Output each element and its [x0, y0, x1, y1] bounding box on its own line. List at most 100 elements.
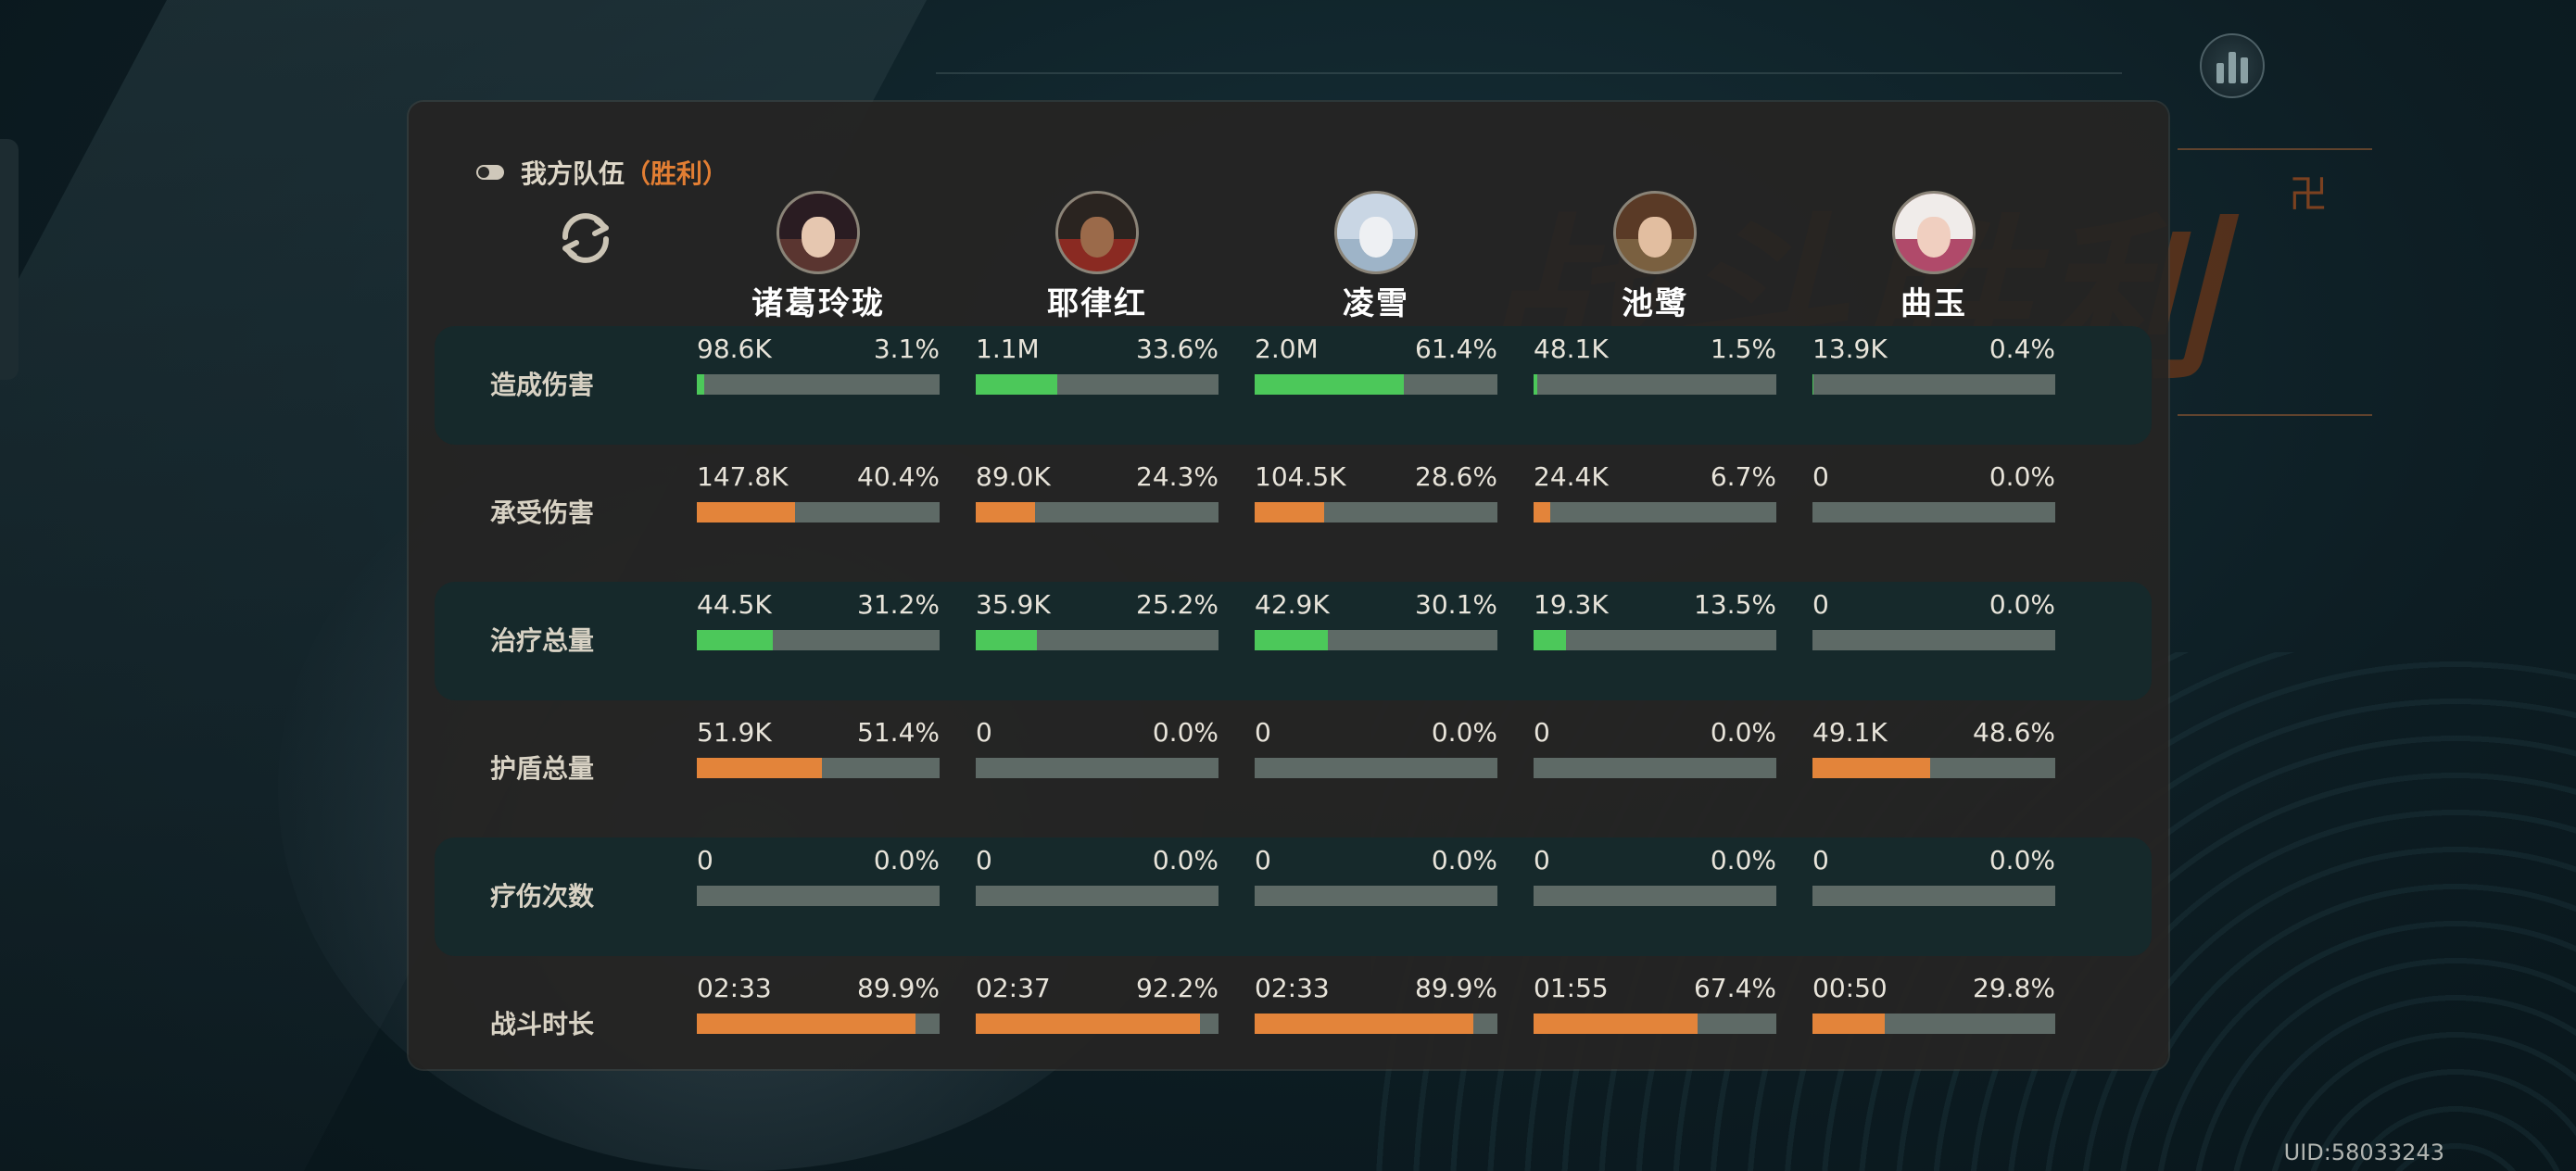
stat-cell: 42.9K 30.1%	[1255, 582, 1497, 700]
stat-bar	[976, 886, 1219, 906]
stat-percent: 31.2%	[857, 589, 940, 620]
stat-bar-fill	[1812, 758, 1931, 778]
stat-row-label: 治疗总量	[490, 625, 595, 656]
stat-percent: 89.9%	[857, 973, 940, 1003]
statistics-button[interactable]	[2200, 33, 2265, 98]
stat-percent: 61.4%	[1415, 334, 1497, 364]
stat-bar	[976, 502, 1219, 523]
hero-avatar[interactable]	[1613, 191, 1697, 274]
stat-cell: 0 0.0%	[1812, 454, 2055, 573]
stat-bar-fill	[697, 630, 773, 650]
stat-bar	[1255, 374, 1497, 395]
stat-bar-fill	[1534, 1014, 1698, 1034]
stat-row: 承受伤害 147.8K 40.4% 89.0K 24.3% 104.5K 28.6% 24.4…	[435, 454, 2152, 573]
stat-value: 2.0M	[1255, 334, 1319, 364]
side-drawer-tab[interactable]	[0, 139, 19, 380]
stat-percent: 0.0%	[1710, 845, 1776, 875]
stat-percent: 0.0%	[1710, 717, 1776, 748]
stat-bar-fill	[697, 374, 705, 395]
stat-value: 0	[1812, 589, 1829, 620]
stat-percent: 40.4%	[857, 461, 940, 492]
stat-value: 104.5K	[1255, 461, 1346, 492]
stat-bar-fill	[1534, 374, 1537, 395]
stat-bar	[1534, 630, 1776, 650]
hero-column-3[interactable]: 凌雪	[1256, 191, 1496, 323]
stat-cell: 0 0.0%	[976, 837, 1219, 956]
stat-value: 13.9K	[1812, 334, 1888, 364]
stat-percent: 48.6%	[1973, 717, 2055, 748]
team-toggle-icon[interactable]	[476, 165, 504, 180]
hero-avatar[interactable]	[1892, 191, 1976, 274]
stat-bar	[1812, 374, 2055, 395]
stat-cell: 49.1K 48.6%	[1812, 710, 2055, 828]
stat-bar-fill	[1534, 502, 1550, 523]
hero-name: 池鹭	[1622, 285, 1688, 322]
avatar-face	[1637, 217, 1673, 258]
stat-value: 0	[1255, 717, 1271, 748]
stat-bar	[976, 1014, 1219, 1034]
stat-cell: 0 0.0%	[1812, 582, 2055, 700]
stat-row: 护盾总量 51.9K 51.4% 0 0.0% 0 0.0% 0 0.0% 49.1K 48.6%	[435, 710, 2152, 828]
stat-row: 战斗时长 02:33 89.9% 02:37 92.2% 02:33 89.9% 01:55 6…	[435, 965, 2152, 1084]
hero-column-4[interactable]: 池鹭	[1534, 191, 1775, 323]
stat-bar	[1255, 502, 1497, 523]
hero-column-2[interactable]: 耶律红	[977, 191, 1218, 323]
stat-row: 造成伤害 98.6K 3.1% 1.1M 33.6% 2.0M 61.4% 48.1K 1.5%…	[435, 326, 2152, 445]
stat-bar	[697, 502, 940, 523]
stat-bar	[697, 1014, 940, 1034]
stat-value: 02:33	[697, 973, 772, 1003]
stat-row: 疗伤次数 0 0.0% 0 0.0% 0 0.0% 0 0.0% 0 0.0%	[435, 837, 2152, 956]
stat-value: 19.3K	[1534, 589, 1609, 620]
stat-value: 147.8K	[697, 461, 789, 492]
hero-avatar[interactable]	[1334, 191, 1418, 274]
stat-percent: 3.1%	[873, 334, 940, 364]
stat-bar	[697, 758, 940, 778]
player-uid: UID:58033243	[2283, 1140, 2444, 1165]
stat-cell: 02:33 89.9%	[697, 965, 940, 1084]
stat-cell: 0 0.0%	[1534, 837, 1776, 956]
stat-value: 98.6K	[697, 334, 772, 364]
stat-bar-fill	[1255, 502, 1324, 523]
stat-bar-fill	[1255, 630, 1328, 650]
team-header: 我方队伍 （胜利）	[476, 154, 728, 191]
stat-percent: 0.0%	[1989, 589, 2055, 620]
victory-seal-icon: 卍	[2289, 171, 2329, 217]
stat-bar	[1812, 886, 2055, 906]
stat-percent: 30.1%	[1415, 589, 1497, 620]
stat-bar-fill	[976, 630, 1038, 650]
avatar-face	[1080, 217, 1115, 258]
switch-team-icon[interactable]	[552, 209, 619, 267]
stat-value: 48.1K	[1534, 334, 1609, 364]
stat-bar-fill	[1534, 630, 1567, 650]
stat-percent: 0.0%	[873, 845, 940, 875]
stat-bar	[976, 758, 1219, 778]
stat-cell: 02:33 89.9%	[1255, 965, 1497, 1084]
stat-value: 0	[1812, 461, 1829, 492]
avatar-face	[801, 217, 836, 258]
stat-cell: 104.5K 28.6%	[1255, 454, 1497, 573]
stat-cell: 13.9K 0.4%	[1812, 326, 2055, 445]
hero-name: 诸葛玲珑	[751, 285, 885, 322]
stat-cell: 51.9K 51.4%	[697, 710, 940, 828]
top-divider-line	[936, 72, 2122, 74]
stat-bar	[697, 630, 940, 650]
stat-bar	[1534, 758, 1776, 778]
stat-percent: 0.4%	[1989, 334, 2055, 364]
hero-avatar[interactable]	[1055, 191, 1139, 274]
stat-bar	[1534, 374, 1776, 395]
stat-percent: 67.4%	[1694, 973, 1776, 1003]
stat-value: 24.4K	[1534, 461, 1609, 492]
hero-column-1[interactable]: 诸葛玲珑	[698, 191, 939, 323]
hero-name: 曲玉	[1900, 285, 1967, 322]
stat-value: 0	[1255, 845, 1271, 875]
stat-bar-fill	[697, 758, 822, 778]
hero-column-5[interactable]: 曲玉	[1813, 191, 2054, 323]
stat-value: 42.9K	[1255, 589, 1330, 620]
stat-cell: 89.0K 24.3%	[976, 454, 1219, 573]
stat-value: 00:50	[1812, 973, 1888, 1003]
stat-percent: 29.8%	[1973, 973, 2055, 1003]
hero-avatar[interactable]	[777, 191, 860, 274]
stat-bar	[1812, 1014, 2055, 1034]
hero-name: 耶律红	[1047, 285, 1147, 322]
stat-percent: 51.4%	[857, 717, 940, 748]
